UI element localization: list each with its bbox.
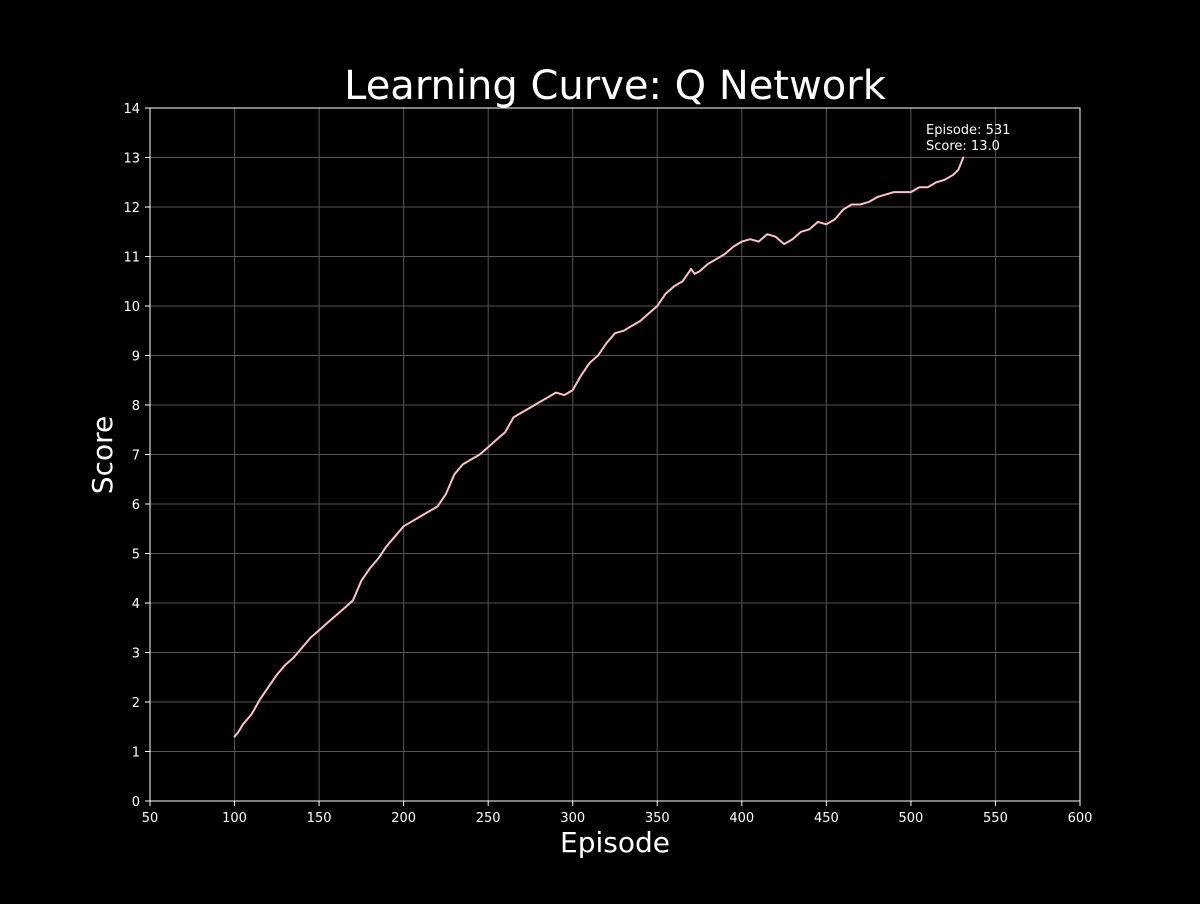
y-tick-label: 12: [123, 201, 140, 216]
y-tick-label: 11: [123, 251, 140, 266]
y-tick-label: 4: [132, 597, 140, 612]
x-tick-label: 350: [645, 811, 670, 826]
x-tick-label: 100: [222, 811, 247, 826]
annotation-score: Score: 13.0: [926, 139, 1000, 154]
y-tick-label: 1: [132, 746, 140, 761]
x-tick-label: 150: [307, 811, 332, 826]
x-axis-label: Episode: [560, 826, 670, 859]
y-tick-label: 2: [132, 696, 140, 711]
y-tick-label: 9: [132, 350, 140, 365]
y-tick-label: 5: [132, 548, 140, 563]
x-tick-label: 50: [142, 811, 159, 826]
y-tick-label: 6: [132, 498, 140, 513]
y-tick-label: 10: [123, 300, 140, 315]
chart-title: Learning Curve: Q Network: [344, 63, 887, 109]
x-tick-label: 400: [729, 811, 754, 826]
y-tick-label: 14: [123, 102, 140, 117]
y-tick-label: 0: [132, 795, 140, 810]
series-layer: [233, 156, 965, 738]
annotation-episode: Episode: 531: [926, 123, 1010, 138]
x-tick-label: 300: [560, 811, 585, 826]
y-tick-label: 7: [132, 449, 140, 464]
tick-layer: 50 100 150 200 250 300 350 400 450 500 550 60001234…: [123, 102, 1092, 826]
x-tick-label: 250: [476, 811, 501, 826]
y-tick-label: 8: [132, 399, 140, 414]
x-tick-label: 200: [391, 811, 416, 826]
y-tick-label: 3: [132, 647, 140, 662]
x-tick-label: 450: [814, 811, 839, 826]
x-tick-label: 550: [983, 811, 1008, 826]
y-axis-label: Score: [86, 416, 119, 494]
score-series-line: [233, 156, 965, 738]
x-tick-label: 500: [898, 811, 923, 826]
y-tick-label: 13: [123, 152, 140, 167]
x-tick-label: 600: [1068, 811, 1093, 826]
